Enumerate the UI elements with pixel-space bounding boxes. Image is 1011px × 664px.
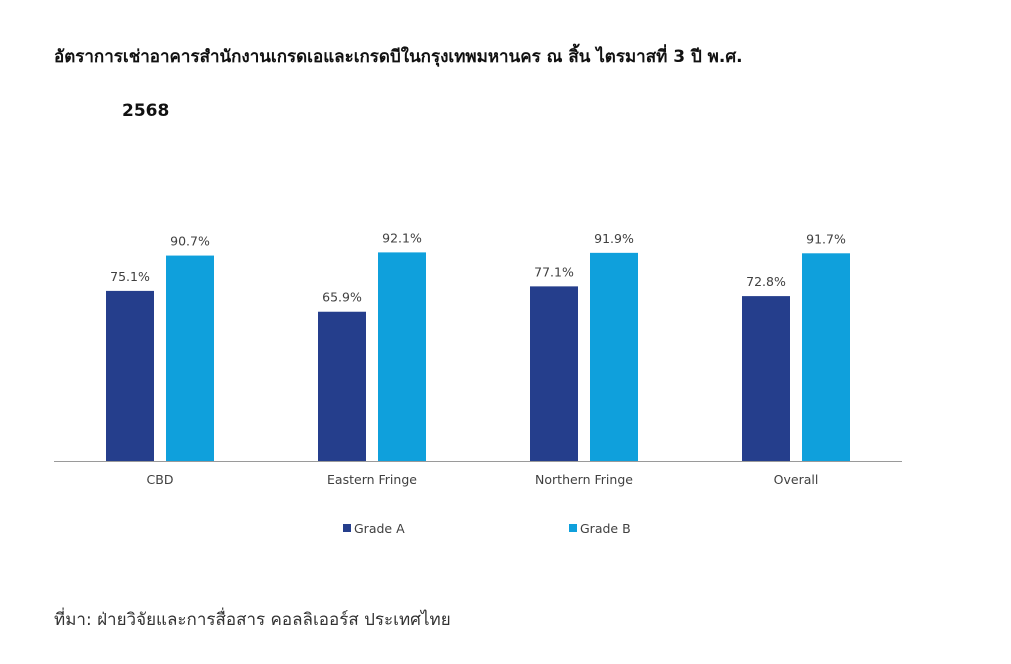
data-label-grade-a-2: 77.1%: [534, 264, 574, 279]
bar-grade-a-3: [742, 296, 790, 461]
source-note: ที่มา: ฝ่ายวิจัยและการสื่อสาร คอลลิเออร์…: [54, 610, 451, 630]
legend-swatch-grade-a: [343, 524, 351, 532]
data-label-grade-a-0: 75.1%: [110, 269, 150, 284]
x-tick-label-0: CBD: [147, 472, 174, 487]
bar-grade-a-0: [106, 290, 154, 461]
legend-swatch-grade-b: [569, 524, 577, 532]
data-label-grade-b-3: 91.7%: [806, 231, 846, 246]
x-tick-label-3: Overall: [774, 472, 819, 487]
bar-grade-b-3: [802, 253, 850, 461]
data-label-grade-a-3: 72.8%: [746, 274, 786, 289]
x-tick-label-1: Eastern Fringe: [327, 472, 417, 487]
data-label-grade-a-1: 65.9%: [322, 290, 362, 305]
bar-grade-a-2: [530, 286, 578, 461]
bar-chart: 75.1% 90.7% CBD 65.9% 92.1% Eastern Fringe 77.…: [54, 230, 902, 536]
chart-title: อัตราการเช่าอาคารสำนักงานเกรดเอและเกรดบี…: [54, 30, 954, 138]
x-tick-label-2: Northern Fringe: [535, 472, 633, 487]
legend-label-grade-b: Grade B: [580, 521, 631, 536]
legend-label-grade-a: Grade A: [354, 521, 405, 536]
bar-grade-a-1: [318, 311, 366, 461]
chart-title-line1: อัตราการเช่าอาคารสำนักงานเกรดเอและเกรดบี…: [54, 47, 743, 67]
chart-title-line2: 2568: [122, 101, 170, 121]
bar-grade-b-0: [166, 255, 214, 461]
data-label-grade-b-0: 90.7%: [170, 234, 210, 249]
bar-grade-b-1: [378, 252, 426, 461]
bar-grade-b-2: [590, 252, 638, 461]
data-label-grade-b-1: 92.1%: [382, 230, 422, 245]
data-label-grade-b-2: 91.9%: [594, 231, 634, 246]
